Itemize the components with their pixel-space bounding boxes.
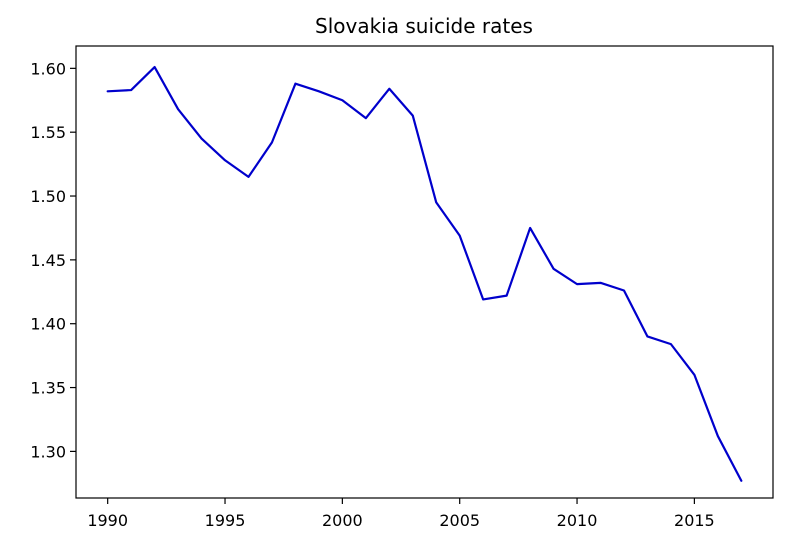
y-tick-label: 1.35 — [30, 379, 66, 398]
x-tick-label: 1995 — [205, 511, 246, 530]
chart-title: Slovakia suicide rates — [315, 14, 533, 38]
x-tick-label: 2000 — [322, 511, 363, 530]
x-tick-label: 2010 — [557, 511, 598, 530]
y-tick-label: 1.40 — [30, 315, 66, 334]
y-tick-label: 1.55 — [30, 123, 66, 142]
x-tick-label: 2015 — [674, 511, 715, 530]
y-tick-label: 1.45 — [30, 251, 66, 270]
series-line — [106, 65, 743, 482]
y-tick-label: 1.30 — [30, 442, 66, 461]
x-tick-label: 2005 — [439, 511, 480, 530]
x-tick-label: 1990 — [87, 511, 128, 530]
plot-frame — [75, 45, 774, 499]
y-tick-label: 1.50 — [30, 187, 66, 206]
plot-area — [106, 65, 743, 482]
axis-ticks: 1990 1995 2000 2005 2010 2015 1.30 1.35 1.40 1.45… — [30, 59, 714, 530]
y-tick-label: 1.60 — [30, 59, 66, 78]
